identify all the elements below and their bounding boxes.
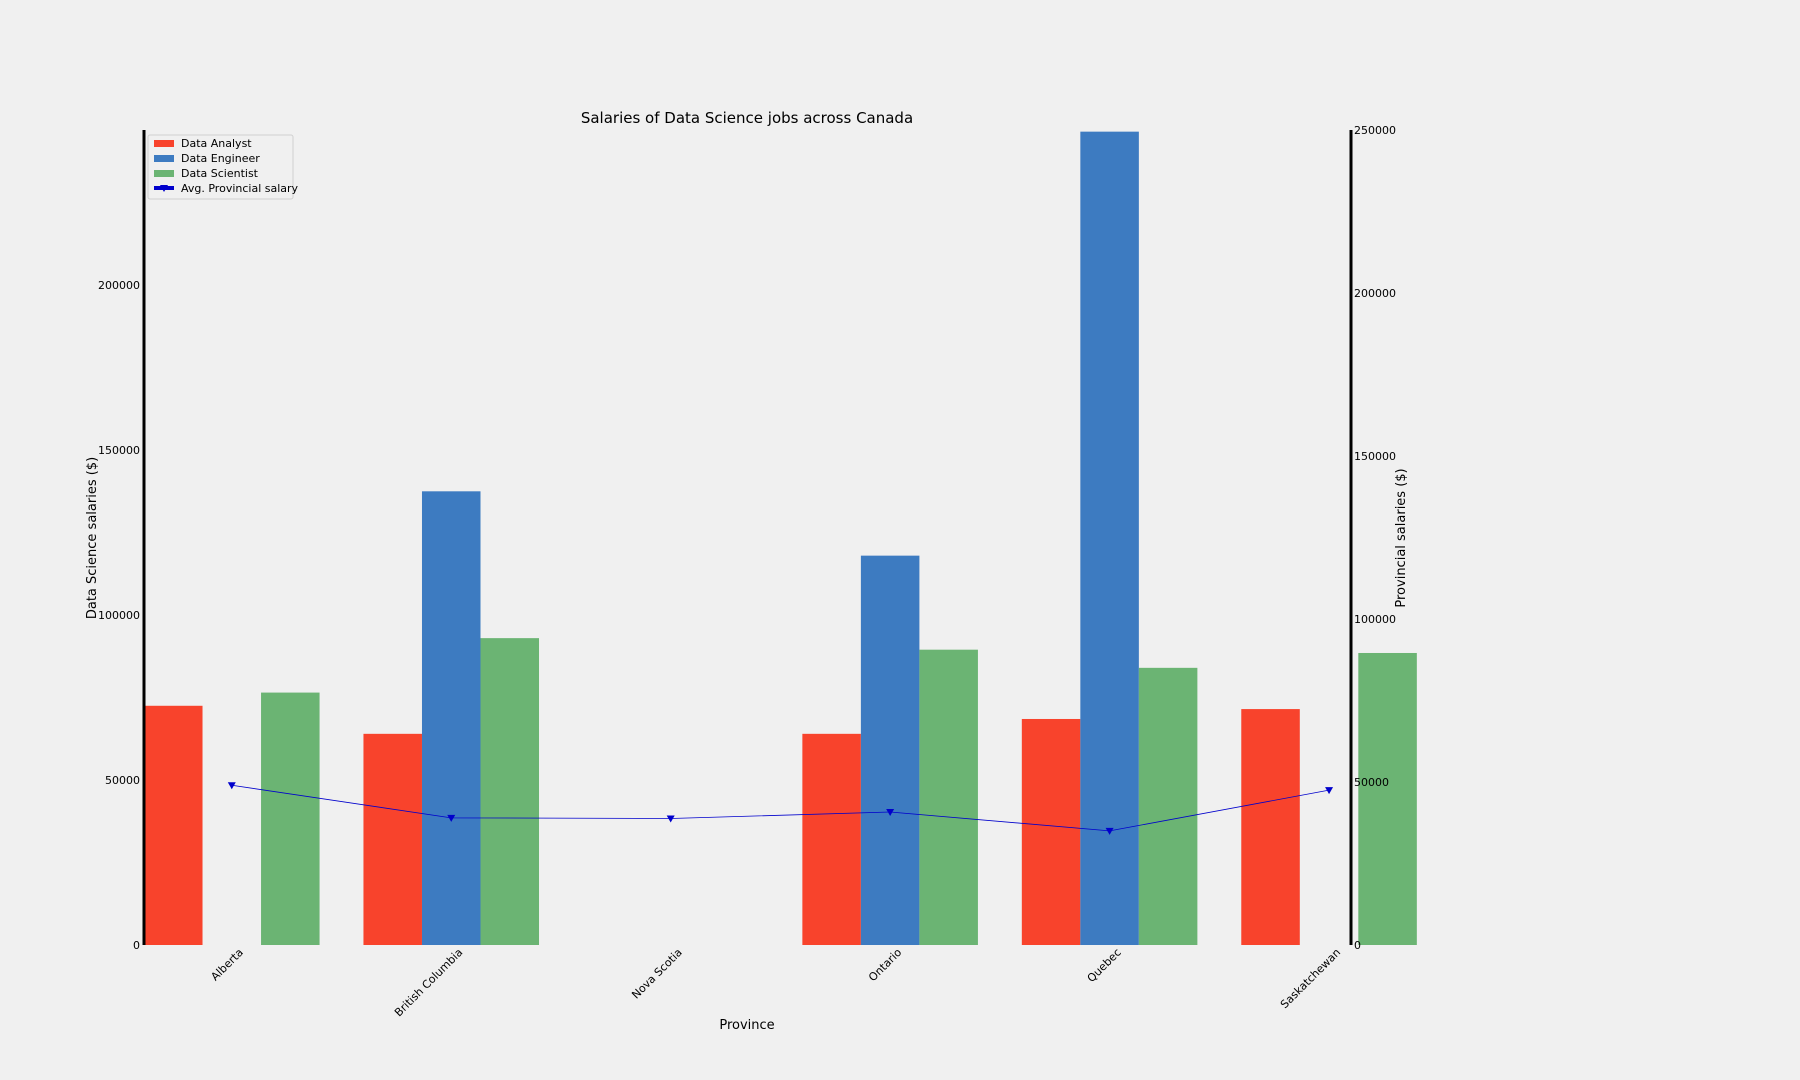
chart-title: Salaries of Data Science jobs across Can… <box>581 109 913 127</box>
y-tick-label: 0 <box>133 939 140 952</box>
x-tick-label-nova-scotia: Nova Scotia <box>629 946 685 1002</box>
x-tick-label-quebec: Quebec <box>1085 946 1124 985</box>
y-tick-label: 150000 <box>98 444 140 457</box>
legend: Data Analyst Data Engineer Data Scientis… <box>147 134 299 200</box>
y2-tick-label: 200000 <box>1354 287 1396 300</box>
avg-salary-marker-quebec <box>1105 827 1114 835</box>
legend-label-avg-salary: Avg. Provincial salary <box>181 182 299 195</box>
legend-swatch-data-scientist <box>154 170 174 177</box>
avg-salary-line <box>231 784 1330 832</box>
left-y-ticks: 0 50000 100000 150000 200000 <box>98 279 140 952</box>
avg-salary-marker-alberta <box>227 782 236 790</box>
y2-tick-label: 50000 <box>1354 776 1389 789</box>
legend-swatch-avg-salary-marker <box>160 185 168 192</box>
x-axis-label: Province <box>719 1018 774 1033</box>
y-tick-label: 100000 <box>98 609 140 622</box>
bar-data-engineer-ontario <box>860 555 920 945</box>
x-ticks: Alberta British Columbia Nova Scotia Ontari… <box>208 946 1343 1019</box>
y-tick-label: 200000 <box>98 279 140 292</box>
legend-label-data-scientist: Data Scientist <box>181 167 259 180</box>
x-tick-label-british-columbia: British Columbia <box>392 946 465 1019</box>
legend-label-data-engineer: Data Engineer <box>181 152 260 165</box>
bar-data-analyst-british-columbia <box>363 733 422 945</box>
bar-data-scientist-ontario <box>919 649 978 945</box>
bar-data-analyst-saskatchewan <box>1241 709 1300 945</box>
avg-salary-marker-ontario <box>886 808 895 816</box>
y-tick-label: 50000 <box>105 774 140 787</box>
bar-data-scientist-saskatchewan <box>1358 652 1417 945</box>
bar-data-engineer-british-columbia <box>421 491 481 945</box>
bar-data-scientist-alberta <box>261 692 320 945</box>
right-y-ticks: 0 50000 100000 150000 200000 250000 <box>1354 124 1396 952</box>
y2-tick-label: 150000 <box>1354 450 1396 463</box>
bar-data-scientist-quebec <box>1138 667 1198 945</box>
y2-tick-label: 250000 <box>1354 124 1396 137</box>
avg-salary-marker-nova-scotia <box>666 815 675 823</box>
y2-axis-label: Provincial salaries ($) <box>1394 468 1409 607</box>
bar-data-engineer-quebec <box>1080 131 1139 946</box>
bar-data-analyst-ontario <box>802 733 861 945</box>
y2-tick-label: 0 <box>1354 939 1361 952</box>
bar-data-scientist-british-columbia <box>480 638 540 945</box>
x-tick-label-alberta: Alberta <box>208 946 245 983</box>
y-axis-label: Data Science salaries ($) <box>85 457 100 619</box>
legend-label-data-analyst: Data Analyst <box>181 137 252 150</box>
legend-box <box>147 134 294 200</box>
avg-salary-marker-british-columbia <box>447 814 456 822</box>
x-tick-label-ontario: Ontario <box>866 946 904 984</box>
avg-salary-line-group <box>227 782 1334 835</box>
bar-data-analyst-alberta <box>144 705 203 945</box>
y2-tick-label: 100000 <box>1354 613 1396 626</box>
avg-salary-marker-saskatchewan <box>1325 787 1334 795</box>
bars-group <box>144 131 1417 946</box>
x-tick-label-saskatchewan: Saskatchewan <box>1278 946 1343 1011</box>
legend-swatch-data-engineer <box>154 155 174 162</box>
bar-data-analyst-quebec <box>1021 718 1081 945</box>
legend-swatch-data-analyst <box>154 140 174 147</box>
